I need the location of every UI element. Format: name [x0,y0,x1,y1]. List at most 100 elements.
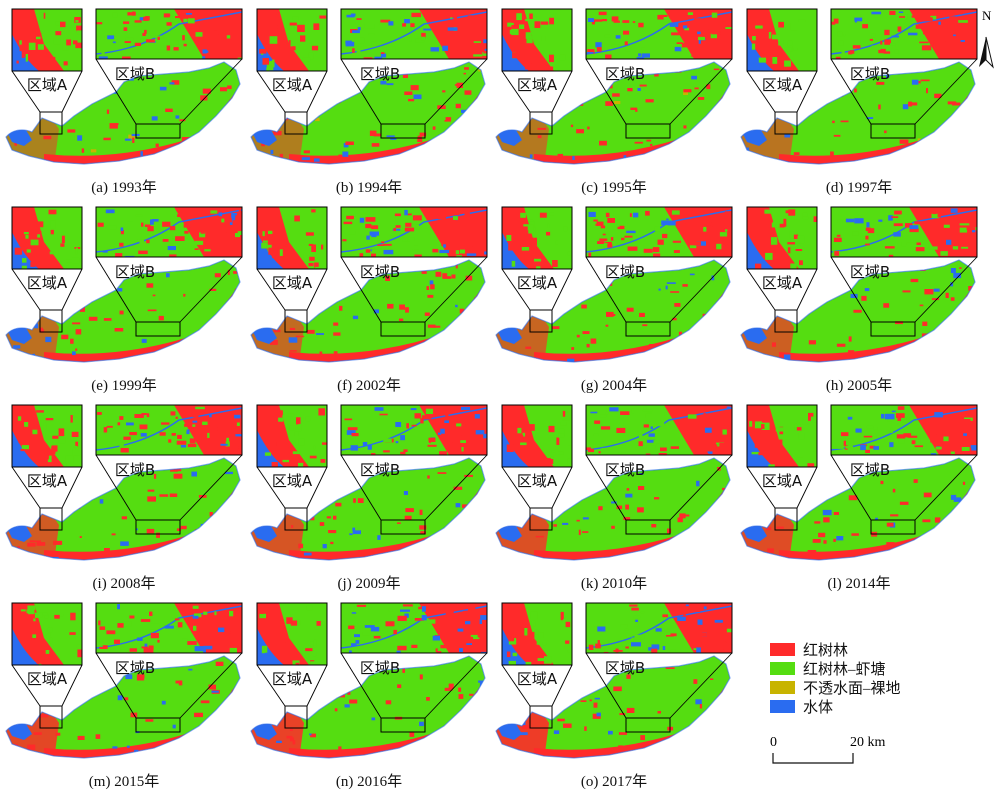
panel-caption: (f) 2002年 [337,378,401,394]
panel-caption: (a) 1993年 [91,180,157,196]
region-a-label: 区域A [27,76,68,94]
region-a-inset [502,603,572,665]
legend-swatch [770,700,795,713]
region-a-inset [257,405,327,467]
region-b-inset [586,9,732,59]
region-a-inset [747,207,817,269]
legend-item-impervious: 不透水面–裸地 [770,678,970,697]
legend-label: 红树林–虾塘 [803,662,886,678]
region-b-inset [96,603,242,653]
panel-caption: (n) 2016年 [335,774,403,790]
panel-caption: (h) 2005年 [825,378,893,394]
island-map [741,260,975,362]
region-b-inset [341,405,487,455]
region-a-label: 区域A [272,274,313,292]
map-svg: 区域A 区域B [495,206,733,363]
map-panel: 区域A 区域B (o) 2017年 [494,598,734,798]
region-a-label: 区域A [762,274,803,292]
north-arrow-icon [979,36,994,69]
legend-swatch [770,643,795,656]
region-b-label: 区域B [850,461,890,479]
region-b-label: 区域B [360,263,400,281]
map-svg: 区域A 区域B [250,602,488,759]
region-b-inset [96,207,242,257]
region-a-label: 区域A [762,472,803,490]
legend-swatch [770,681,795,694]
map-svg: 区域A 区域B [5,8,243,165]
map-panel: 区域A 区域B (a) 1993年 [4,4,244,204]
map-panel: 区域A 区域B (m) 2015年 [4,598,244,798]
region-a-inset [257,207,327,269]
region-b-inset [586,405,732,455]
region-a-inset [12,405,82,467]
region-b-label: 区域B [850,65,890,83]
panel-caption: (b) 1994年 [335,180,403,196]
region-a-inset [257,9,327,71]
region-b-label: 区域B [605,65,645,83]
region-a-label: 区域A [517,670,558,688]
scale-start-label: 0 [770,735,777,750]
map-panel: 区域A 区域B (j) 2009年 [249,400,489,600]
map-svg: 区域A 区域B [5,206,243,363]
region-b-inset [831,207,977,257]
map-svg: 区域A 区域B [250,404,488,561]
region-a-label: 区域A [517,76,558,94]
region-b-inset [586,207,732,257]
panel-caption: (c) 1995年 [581,180,647,196]
legend-label: 水体 [803,700,834,716]
map-panel: 区域A 区域B (g) 2004年 [494,202,734,402]
map-svg: 区域A 区域B [495,404,733,561]
map-svg: 区域A 区域B [740,206,978,363]
panel-caption: (l) 2014年 [827,576,891,592]
region-b-label: 区域B [605,461,645,479]
region-b-label: 区域B [850,263,890,281]
map-panel: 区域A 区域B (l) 2014年 [739,400,979,600]
map-svg: 区域A 区域B [740,404,978,561]
region-b-label: 区域B [605,659,645,677]
map-svg: 区域A 区域B [5,602,243,759]
map-panel: 区域A 区域B (i) 2008年 [4,400,244,600]
map-panel: 区域A 区域B (d) 1997年 [739,4,979,204]
region-a-inset [502,405,572,467]
map-svg: 区域A 区域B [740,8,978,165]
region-b-inset [96,405,242,455]
map-svg: 区域A 区域B [495,602,733,759]
panel-caption: (e) 1999年 [91,378,157,394]
scale-end-label: 20 km [850,735,886,750]
panel-caption: (g) 2004年 [580,378,648,394]
legend-item-mangrove: 红树林 [770,640,970,659]
region-b-label: 区域B [115,659,155,677]
region-a-label: 区域A [762,76,803,94]
region-a-label: 区域A [517,472,558,490]
map-svg: 区域A 区域B [250,206,488,363]
legend-item-water: 水体 [770,697,970,716]
legend-item-mangrove-shrimp: 红树林–虾塘 [770,659,970,678]
map-panel: 区域A 区域B (h) 2005年 [739,202,979,402]
region-b-label: 区域B [360,461,400,479]
region-b-inset [341,207,487,257]
map-panel: 区域A 区域B (n) 2016年 [249,598,489,798]
legend-label: 红树林 [803,643,849,659]
map-panel: 区域A 区域B (b) 1994年 [249,4,489,204]
region-a-inset [12,9,82,71]
map-svg: 区域A 区域B [5,404,243,561]
region-b-label: 区域B [115,65,155,83]
region-a-label: 区域A [272,76,313,94]
north-label: N [982,8,992,23]
region-a-inset [257,603,327,665]
region-a-inset [12,603,82,665]
map-svg: 区域A 区域B [495,8,733,165]
region-b-inset [96,9,242,59]
map-panel: 区域A 区域B (c) 1995年 [494,4,734,204]
region-a-label: 区域A [27,274,68,292]
panel-caption: (k) 2010年 [580,576,648,592]
scale-bar [772,753,854,764]
panel-caption: (i) 2008年 [92,576,156,592]
legend: 红树林 红树林–虾塘 不透水面–裸地 水体 [770,640,970,716]
map-panel: 区域A 区域B (f) 2002年 [249,202,489,402]
region-a-label: 区域A [272,472,313,490]
region-a-inset [747,9,817,71]
region-a-inset [747,405,817,467]
map-panel: 区域A 区域B (e) 1999年 [4,202,244,402]
region-b-label: 区域B [115,461,155,479]
